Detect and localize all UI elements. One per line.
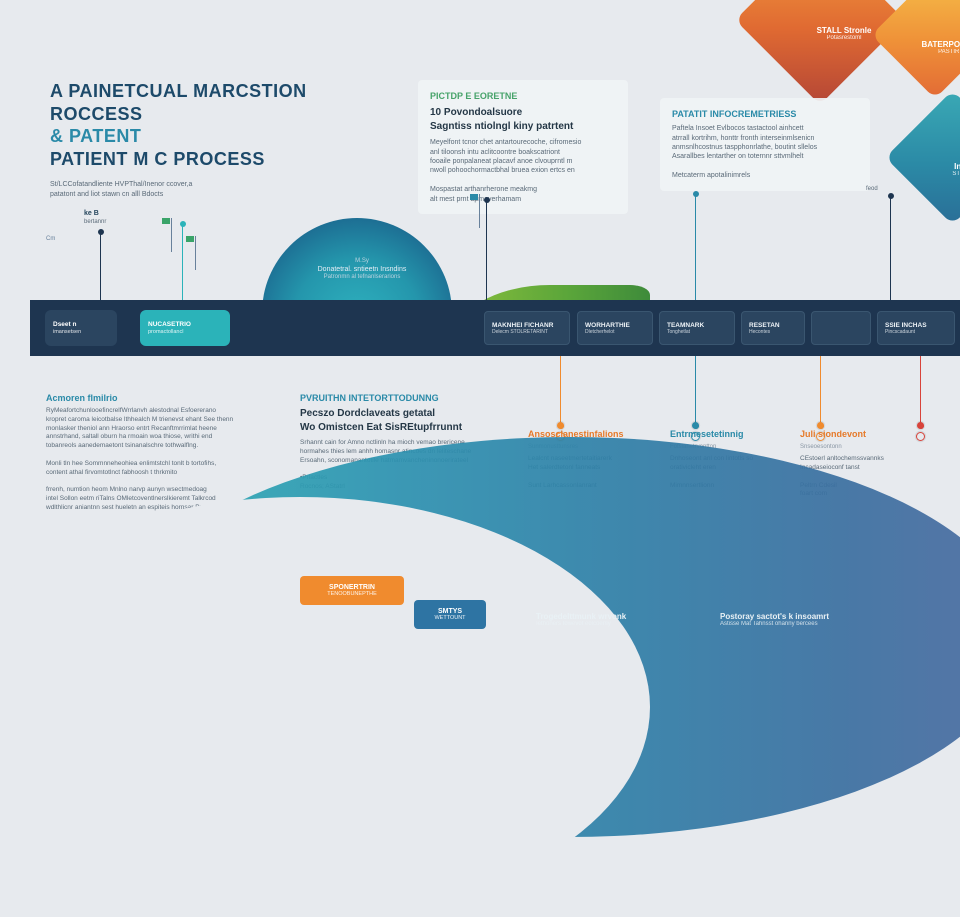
- dome-small: M.Sy: [302, 258, 422, 266]
- band-box: RESETANHecontes: [741, 311, 805, 345]
- band-box: MAKNHEI FICHANRDelecm STOLRETARINT: [484, 311, 570, 345]
- timeline-chip: NUCASETRIOpromactollancl: [140, 310, 230, 346]
- diamond-label: BATERPORDOMPASTIRTM: [895, 40, 960, 55]
- flag-icon: [470, 194, 478, 200]
- connector-down: [560, 356, 561, 426]
- callout-right-head: PATATIT INFOCREMETRIESS: [672, 108, 858, 120]
- band-box: WORHARTHIEDletcherhelot: [577, 311, 653, 345]
- dome-line2: Patronmn al tefnanlserarions: [302, 274, 422, 282]
- dome-line1: Donatetral. sntieetn Insndins: [302, 266, 422, 275]
- connector-up: [695, 194, 696, 304]
- title-line3: PATIENT M C PROCESS: [50, 149, 265, 169]
- title-line1: A PAINETCUAL MARCSTION ROCCESS: [50, 81, 307, 124]
- footer-pill: SPONERTRINTENOOBUNEPTHE: [300, 576, 404, 605]
- callout-left-body: Meyelfont tcnor chet antartourecoche, ci…: [430, 138, 616, 204]
- mini-label: Cm: [46, 236, 55, 242]
- footer-label: Postoray sactot's k insoamrtAstisse Mat …: [720, 612, 829, 627]
- connector-up: [100, 232, 101, 302]
- connector-down: [820, 356, 821, 426]
- dome-label: M.Sy Donatetral. sntieetn Insndins Patro…: [302, 258, 422, 282]
- callout-right-body: Paftela Insoet Evlbocos tastactool ainhc…: [672, 124, 858, 181]
- callout-right: PATATIT INFOCREMETRIESS Paftela Insoet E…: [660, 98, 870, 191]
- footer-label: Trogedelttmunk wrvonkIethoners towevot e…: [536, 612, 626, 627]
- connector-down: [695, 356, 696, 426]
- band-box: TEAMNARKTonghetlat: [659, 311, 735, 345]
- flag-pole: [479, 194, 480, 228]
- diamond-label: InBAATOSTPR FORTH: [910, 162, 960, 177]
- flag-icon: [162, 218, 170, 224]
- callout-left-head: PICTDP E EORETNE: [430, 90, 616, 102]
- upper-mini-label: ke Bbertannr: [84, 210, 106, 226]
- corner-diamond: [735, 0, 905, 105]
- corner-diamond: [885, 90, 960, 224]
- upper-mini-label: feod: [866, 186, 878, 194]
- connector-up: [890, 196, 891, 304]
- timeline-chip: Dseet nimansetsen: [45, 310, 117, 346]
- connector-down: [920, 356, 921, 426]
- title-subtitle: St/LCCofatandliente HVPThal/Inenor ccove…: [50, 180, 380, 200]
- footer-pill: SMTYSWETTOUNT: [414, 600, 486, 629]
- connector-up: [182, 224, 183, 302]
- band-box: SSIE INCHASPincscadaunt: [877, 311, 955, 345]
- callout-left: PICTDP E EORETNE 10 Povondoalsuore Sagnt…: [418, 80, 628, 214]
- flag-pole: [195, 236, 196, 270]
- band-box: [811, 311, 871, 345]
- page-title: A PAINETCUAL MARCSTION ROCCESS & PATENT …: [50, 80, 380, 200]
- lower-text-column: Acmoren flmilrioRyMeafortchunlooefincrel…: [46, 392, 276, 512]
- title-line2: & PATENT: [50, 126, 141, 146]
- connector-up: [486, 200, 487, 304]
- flag-pole: [171, 218, 172, 252]
- callout-left-title: 10 Povondoalsuore Sagntiss ntiolngl kiny…: [430, 106, 616, 133]
- flag-icon: [186, 236, 194, 242]
